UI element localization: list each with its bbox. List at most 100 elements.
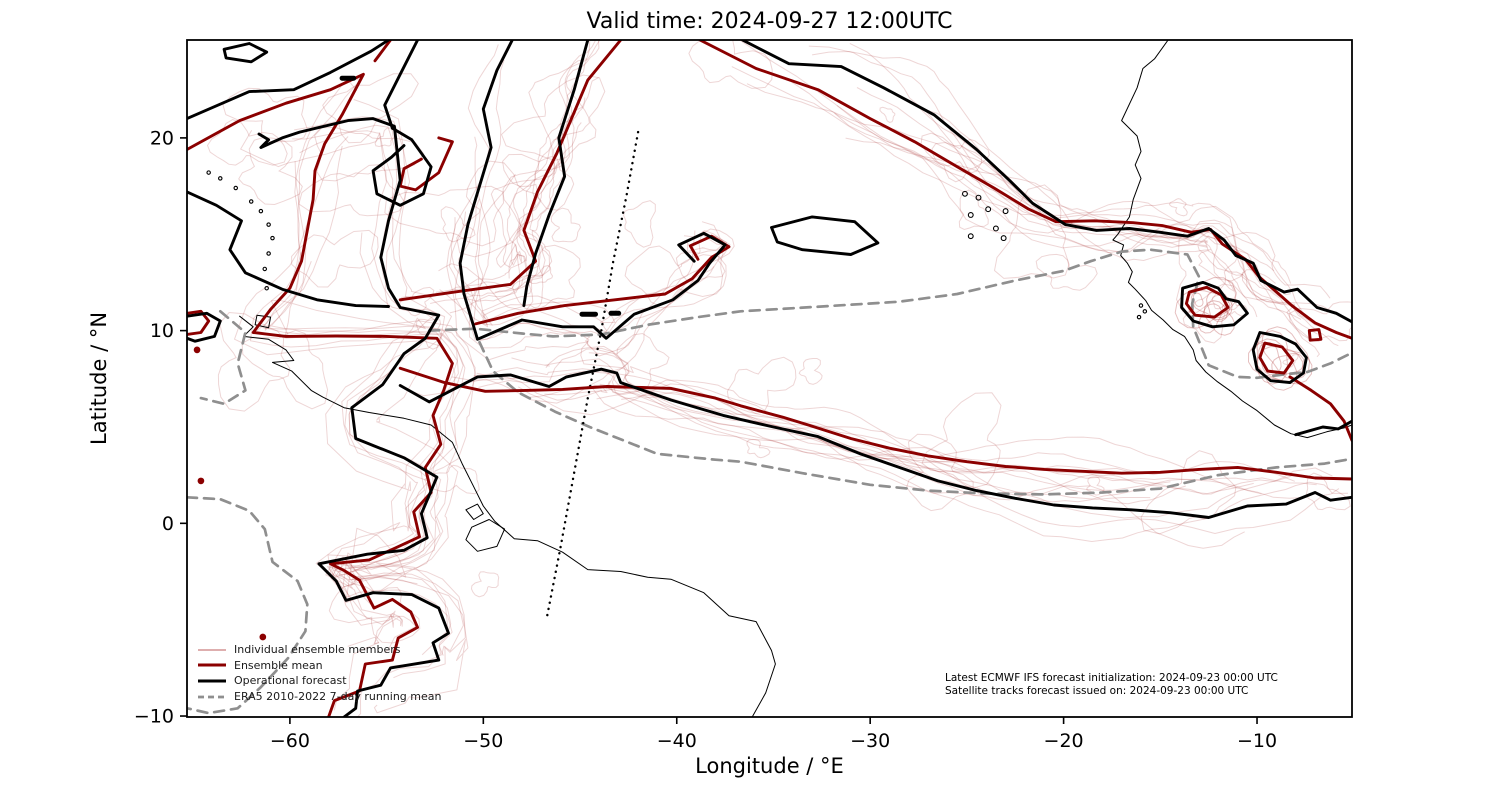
x-tick-label: −50 (463, 730, 503, 752)
ensemble-member-loop (1168, 198, 1188, 217)
ensemble-member (315, 99, 452, 656)
ensemble-member (917, 105, 1313, 322)
ensemble-member (294, 116, 469, 714)
island-markers (206, 170, 211, 175)
ensemble-member-loop (1086, 476, 1105, 496)
ensemble-member-loop (1288, 301, 1352, 342)
ensemble-member (834, 112, 1318, 335)
forecast-issued-text: Satellite tracks forecast issued on: 202… (945, 685, 1249, 697)
coastline-south-america (465, 519, 506, 552)
ensemble-mean (698, 40, 1352, 340)
figure-title: Valid time: 2024-09-27 12:00UTC (586, 9, 953, 34)
ensemble-mean (1184, 285, 1230, 319)
cape-verde-islands (967, 233, 974, 240)
plot-frame (186, 39, 1353, 718)
operational-forecast (1251, 331, 1308, 385)
island-markers (1142, 309, 1148, 314)
ensemble-mean (1288, 375, 1352, 442)
operational-forecast (770, 215, 880, 256)
ensemble-mean-dots (193, 346, 201, 354)
ensemble-member-loop (374, 127, 394, 148)
ensemble-member-loop (238, 136, 303, 206)
legend-item-label: Operational forecast (234, 674, 347, 688)
ensemble-member-loop (217, 311, 291, 412)
ensemble-member (545, 345, 1292, 495)
x-tick-label: −60 (270, 730, 310, 752)
ensemble-member (849, 42, 1291, 296)
era5-running-mean (478, 340, 1352, 496)
legend-item-label: Ensemble mean (234, 658, 323, 672)
ensemble-member (478, 347, 1151, 500)
cape-verde-islands (962, 190, 968, 197)
cape-verde-islands (1000, 235, 1007, 242)
ensemble-member (468, 173, 715, 369)
ensemble-member-loop (608, 332, 670, 395)
satellite-track (546, 130, 640, 617)
ensemble-member-loop (623, 200, 656, 248)
ensemble-member (451, 370, 1307, 499)
ensemble-member-loop (746, 438, 771, 459)
operational-forecast (1180, 280, 1249, 329)
island-markers (258, 208, 264, 214)
ensemble-mean (187, 309, 211, 336)
ensemble-member (928, 110, 1283, 305)
ensemble-member-loop (206, 119, 288, 166)
operational-forecast (741, 40, 1352, 324)
ensemble-member-loop (424, 464, 480, 495)
era5-running-mean (199, 309, 247, 406)
ensemble-member-loop (384, 185, 505, 247)
operational-forecast (187, 311, 222, 343)
y-tick-label: 0 (162, 513, 174, 535)
ensemble-member (731, 66, 1324, 328)
ensemble-member (408, 366, 1340, 534)
ensemble-member-loop (500, 74, 606, 162)
legend-line-swatch (198, 663, 226, 667)
ensemble-member (234, 136, 459, 656)
ensemble-member (249, 78, 464, 593)
ensemble-member-loop (528, 264, 554, 285)
y-tick-label: −10 (134, 706, 174, 728)
legend-item-1: Ensemble mean (197, 658, 441, 674)
legend-line-swatch (198, 679, 226, 683)
series-layer (187, 40, 1352, 717)
ensemble-member (592, 381, 1245, 549)
ensemble-members-layer (206, 40, 1352, 717)
x-tick-label: −30 (850, 730, 890, 752)
ensemble-member-loop (993, 184, 1070, 279)
ensemble-member (596, 379, 1186, 505)
ensemble-member-loop (921, 392, 1002, 489)
cape-verde-islands (985, 206, 992, 213)
ensemble-member (738, 40, 1349, 321)
ensemble-member-loop (1203, 300, 1235, 336)
island-markers (248, 199, 254, 204)
ensemble-member-loop (440, 206, 476, 243)
y-tick-label: 20 (150, 127, 174, 149)
ensemble-member (845, 137, 1331, 299)
ensemble-mean (474, 234, 731, 326)
ensemble-member-loop (1261, 326, 1311, 381)
operational-forecast (458, 40, 727, 341)
era5-running-mean (187, 495, 309, 715)
ensemble-member (474, 59, 731, 328)
ensemble-member (836, 105, 1320, 343)
island-markers (1136, 314, 1142, 320)
ensemble-member (518, 383, 1116, 501)
ensemble-member (264, 261, 458, 647)
coastline-south-america (239, 315, 776, 717)
ensemble-member (808, 45, 1320, 358)
ensemble-mean (1258, 341, 1295, 375)
island-markers (233, 185, 238, 191)
cape-verde-islands (967, 212, 974, 218)
forecast-info: Latest ECMWF IFS forecast initialization… (945, 672, 1278, 698)
x-axis-label: Longitude / °E (695, 754, 844, 778)
ensemble-member-loop (222, 87, 309, 143)
ensemble-member (262, 145, 459, 711)
ensemble-member (342, 232, 466, 679)
operational-forecast (398, 367, 1352, 519)
ensemble-member-loop (920, 132, 983, 183)
ensemble-member (438, 97, 586, 312)
operational-forecast (187, 40, 390, 121)
operational-forecast (257, 117, 450, 717)
island-markers (1138, 303, 1144, 308)
